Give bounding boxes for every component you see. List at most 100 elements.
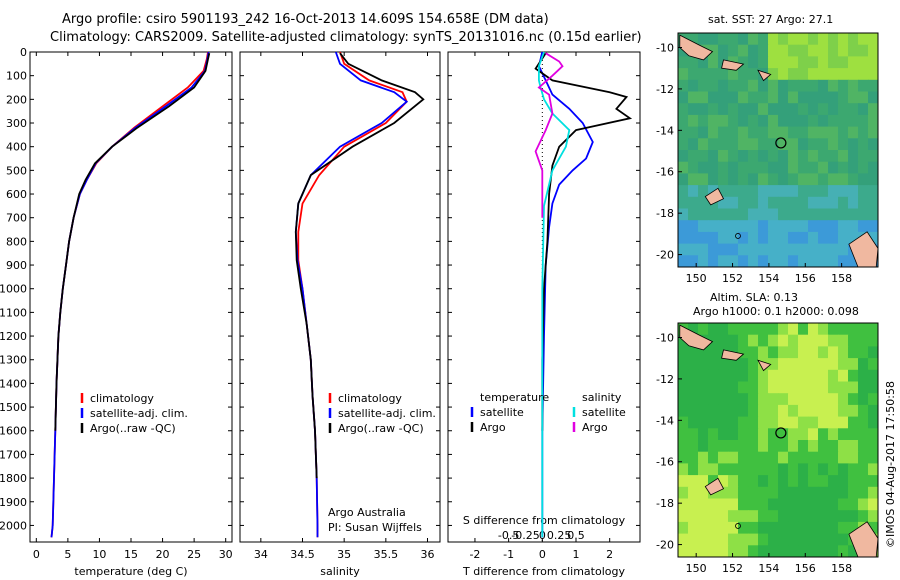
map-sst-pixel xyxy=(778,255,789,267)
map-sla-pixel xyxy=(738,381,749,394)
map-sst-pixel xyxy=(778,103,789,116)
map-sst-pixel xyxy=(778,114,789,128)
map-sst-ytick-label: -16 xyxy=(656,166,674,179)
imos-timestamp: ©IMOS 04-Aug-2017 17:50:58 xyxy=(884,381,897,548)
map-sst-pixel xyxy=(848,196,859,210)
map-sst-pixel xyxy=(778,185,789,198)
map-sla-pixel xyxy=(838,334,849,347)
map-sst-pixel xyxy=(718,173,729,186)
map-sla-pixel xyxy=(688,475,699,488)
map-sst-pixel xyxy=(748,56,759,69)
map-sst-pixel xyxy=(828,150,839,163)
map-sla-pixel xyxy=(848,381,859,394)
map-sla-pixel xyxy=(798,521,809,535)
map-sla-pixel xyxy=(708,416,719,429)
map-sst-pixel xyxy=(858,150,869,163)
map-sla-pixel xyxy=(798,404,809,418)
map-sla-pixel xyxy=(678,381,689,394)
map-sst-pixel xyxy=(818,114,829,128)
map-sst-pixel xyxy=(688,103,699,116)
map-sla-pixel xyxy=(868,510,878,523)
map-sla-pixel xyxy=(718,545,729,557)
map-sst-pixel xyxy=(778,44,789,57)
map-sla-pixel xyxy=(828,463,839,476)
map-sla-panel: 150 152 154 156 158 -10 -12 -14 -16 -18 -20 xyxy=(656,322,879,575)
map-sla-pixel xyxy=(868,369,878,383)
map-sst-pixel xyxy=(718,79,729,93)
map-sst-pixel xyxy=(678,173,689,186)
map-sst-pixel xyxy=(718,185,729,198)
map-sst-pixel xyxy=(738,220,749,233)
map-sst-pixel xyxy=(798,196,809,210)
map-sla-pixel xyxy=(748,334,759,347)
map-sst-pixel xyxy=(858,126,869,139)
depth-tick-label: 1700 xyxy=(0,448,27,461)
map-sla-pixel xyxy=(808,358,819,371)
map-sst-pixel xyxy=(798,91,809,104)
map-sst-pixel xyxy=(678,126,689,139)
map-sst-pixel xyxy=(798,138,809,151)
map-sst-pixel xyxy=(788,150,799,163)
map-sla-pixel xyxy=(808,393,819,406)
map-sla-pixel xyxy=(718,475,729,488)
map-sst-pixel xyxy=(838,56,849,69)
map-sla-ytick-label: -16 xyxy=(656,456,674,469)
map-sst-pixel xyxy=(768,44,779,57)
map-sla-pixel xyxy=(698,545,709,557)
map-sst-pixel xyxy=(698,114,709,128)
map-sla-pixel xyxy=(778,346,789,359)
depth-tick-label: 1500 xyxy=(0,401,27,414)
map-sst-pixel xyxy=(798,103,809,116)
map-sla-pixel xyxy=(848,416,859,429)
salinity-legend-label: Argo(..raw -QC) xyxy=(338,422,424,435)
map-sla-pixel xyxy=(858,498,869,511)
map-sla-pixel xyxy=(708,323,719,336)
map-sla-pixel xyxy=(848,334,859,347)
map-sla-pixel xyxy=(678,369,689,383)
map-sla-pixel xyxy=(768,498,779,511)
map-sla-pixel xyxy=(788,451,799,464)
map-sla-pixel xyxy=(828,498,839,511)
map-sla-pixel xyxy=(788,440,799,453)
map-sst-pixel xyxy=(748,231,759,245)
map-sst-pixel xyxy=(868,220,878,233)
map-sst-pixel xyxy=(718,126,729,139)
map-sla-pixel xyxy=(738,358,749,371)
map-sst-pixel xyxy=(848,138,859,151)
map-sla-pixel xyxy=(818,463,829,476)
map-sst-pixel xyxy=(738,33,749,46)
sst-map-title: sat. SST: 27 Argo: 27.1 xyxy=(708,13,834,26)
map-sst-pixel xyxy=(828,44,839,57)
map-sst-pixel xyxy=(738,185,749,198)
map-sst-pixel xyxy=(688,150,699,163)
map-sst-pixel xyxy=(868,173,878,186)
map-sla-pixel xyxy=(678,416,689,429)
map-sst-pixel xyxy=(708,173,719,186)
map-sla-pixel xyxy=(698,451,709,464)
map-sla-pixel xyxy=(768,475,779,488)
map-sst-pixel xyxy=(738,68,749,81)
map-sla-pixel xyxy=(828,486,839,500)
map-sst-pixel xyxy=(758,126,769,139)
map-sla-pixel xyxy=(768,451,779,464)
map-sst-pixel xyxy=(858,91,869,104)
map-sst-land xyxy=(721,59,745,71)
map-sla-pixel xyxy=(698,510,709,523)
map-sla-pixel xyxy=(838,369,849,383)
map-sla-pixel xyxy=(718,358,729,371)
map-sla-pixel xyxy=(748,404,759,418)
map-sla-pixel xyxy=(818,334,829,347)
map-sla-pixel xyxy=(738,369,749,383)
map-sst-pixel xyxy=(688,255,699,267)
map-sla-pixel xyxy=(848,440,859,453)
map-sla-pixel xyxy=(738,440,749,453)
map-sst-pixel xyxy=(738,243,749,256)
map-sst-pixel xyxy=(698,208,709,221)
map-sla-pixel xyxy=(728,323,739,336)
map-sla-pixel xyxy=(728,393,739,406)
map-sst-pixel xyxy=(808,255,819,267)
map-sla-pixel xyxy=(848,346,859,359)
map-sst-pixel xyxy=(738,44,749,57)
map-sst-pixel xyxy=(758,243,769,256)
map-sla-pixel xyxy=(788,416,799,429)
